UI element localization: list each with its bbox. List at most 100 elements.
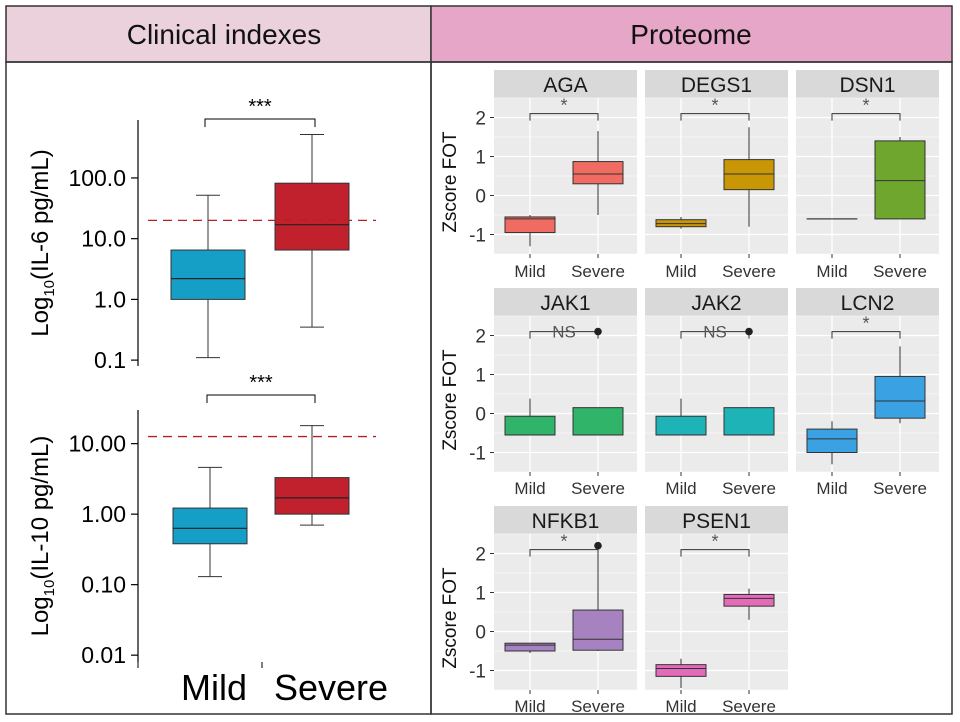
- facet-title: AGA: [543, 74, 587, 97]
- y-tick-label: 2: [475, 545, 486, 566]
- box-mild: [655, 415, 707, 436]
- clinical-x-label-severe: Severe: [274, 667, 388, 708]
- y-axis-label: Log10(IL-6 pg/mL): [27, 149, 58, 336]
- right-body-frame: [430, 61, 953, 715]
- facet-strip: [645, 506, 788, 534]
- y-tick-label: 1: [475, 148, 486, 169]
- box-severe: [572, 161, 624, 185]
- facet-jak2: JAK2 NS Mild Severe: [645, 288, 788, 498]
- left-header-title: Clinical indexes: [127, 19, 322, 50]
- significance-bracket: [529, 113, 599, 121]
- significance-label: NS: [703, 323, 727, 342]
- x-tick-label: Mild: [665, 479, 696, 498]
- x-tick-label: Mild: [665, 262, 696, 281]
- significance-bracket: [680, 113, 750, 121]
- significance-label: NS: [552, 323, 576, 342]
- x-tick-label: Severe: [571, 262, 625, 281]
- x-tick-label: Mild: [816, 479, 847, 498]
- facet-title: DSN1: [839, 74, 895, 97]
- significance-bracket: [680, 549, 750, 557]
- box-mild: [504, 415, 556, 436]
- y-tick-label: 10.00: [68, 431, 126, 457]
- box-mild: [655, 664, 707, 677]
- box-mild: [170, 249, 246, 300]
- facet-nfkb1: NFKB1* Mild Severe 2 1 0 -1 Zscore FOT: [440, 506, 637, 716]
- facet-aga: AGA* Mild Severe 2 1 0 -1 Zscore FOT: [440, 70, 637, 281]
- box-severe: [723, 593, 775, 607]
- facet-lcn2: LCN2* Mild Severe: [796, 288, 939, 498]
- left-body-frame: [5, 61, 432, 715]
- y-tick-label: 0: [475, 623, 486, 644]
- facet-dsn1: DSN1* Mild Severe: [796, 70, 939, 281]
- outlier-point: [594, 327, 602, 336]
- clinical-x-axis: Mild Severe: [137, 662, 388, 708]
- y-tick-label: 0.01: [81, 642, 126, 668]
- facet-strip: [645, 288, 788, 316]
- clinical-x-label-mild: Mild: [181, 667, 247, 708]
- facet-strip: [796, 288, 939, 316]
- facet-psen1: PSEN1* Mild Severe: [645, 506, 788, 716]
- facet-strip: [494, 288, 637, 316]
- y-tick-label: 1: [475, 366, 486, 387]
- box-severe: [874, 375, 926, 419]
- y-tick-label: 2: [475, 109, 486, 130]
- box-mild: [504, 216, 556, 234]
- y-axis-label: Log10(IL-10 pg/mL): [27, 436, 58, 637]
- significance-label: *: [711, 532, 718, 552]
- facet-title: DEGS1: [681, 74, 752, 97]
- significance-label: *: [711, 96, 718, 116]
- y-tick-label: 0: [475, 405, 486, 426]
- box-severe: [572, 407, 624, 436]
- significance-label: *: [862, 314, 869, 334]
- significance-label: ***: [249, 372, 273, 394]
- x-tick-label: Mild: [514, 262, 545, 281]
- significance-bracket: [206, 394, 316, 403]
- y-tick-label: -1: [469, 444, 486, 465]
- y-axis-label: Zscore FOT: [440, 131, 461, 233]
- significance-label: *: [560, 96, 567, 116]
- box-severe: [874, 140, 926, 220]
- significance-bracket: [529, 549, 599, 557]
- box-severe: [723, 407, 775, 436]
- x-tick-label: Severe: [571, 479, 625, 498]
- y-tick-label: 2: [475, 327, 486, 348]
- x-tick-label: Severe: [873, 262, 927, 281]
- outlier-point: [594, 541, 602, 550]
- y-tick-label: -1: [469, 226, 486, 247]
- significance-bracket: [831, 331, 901, 339]
- x-tick-label: Severe: [571, 697, 625, 716]
- facet-strip: [645, 70, 788, 98]
- facet-jak1: JAK1 NS Mild Severe 2 1 0 -1 Zscore FOT: [440, 288, 637, 498]
- x-tick-label: Severe: [873, 479, 927, 498]
- facet-title: LCN2: [841, 292, 895, 315]
- left-header-bg: [5, 5, 432, 63]
- x-tick-label: Mild: [514, 697, 545, 716]
- x-tick-label: Mild: [514, 479, 545, 498]
- box-mild: [172, 507, 248, 545]
- facet-title: PSEN1: [682, 510, 751, 533]
- facet-title: JAK2: [691, 292, 741, 315]
- facet-strip: [494, 506, 637, 534]
- box-severe: [723, 159, 775, 191]
- facet-title: NFKB1: [532, 510, 600, 533]
- y-tick-label: 100.0: [68, 165, 126, 191]
- box-severe: [274, 477, 350, 515]
- significance-bracket: [204, 118, 316, 127]
- facet-strip: [796, 70, 939, 98]
- y-tick-label: -1: [469, 662, 486, 683]
- clinical-panel-il6: 0.1 1.0 10.0 100.0 Log10(IL-6 pg/mL) ***: [27, 96, 376, 373]
- y-tick-label: 1.0: [94, 286, 126, 312]
- x-tick-label: Severe: [722, 262, 776, 281]
- x-tick-label: Mild: [665, 697, 696, 716]
- y-tick-label: 10.0: [81, 226, 126, 252]
- box-mild: [806, 428, 858, 454]
- right-header-bg: [430, 5, 953, 63]
- significance-label: *: [862, 96, 869, 116]
- significance-label: *: [560, 532, 567, 552]
- y-tick-label: 0.10: [81, 572, 126, 598]
- facet-strip: [494, 70, 637, 98]
- y-axis-label: Zscore FOT: [440, 567, 461, 669]
- x-tick-label: Severe: [722, 479, 776, 498]
